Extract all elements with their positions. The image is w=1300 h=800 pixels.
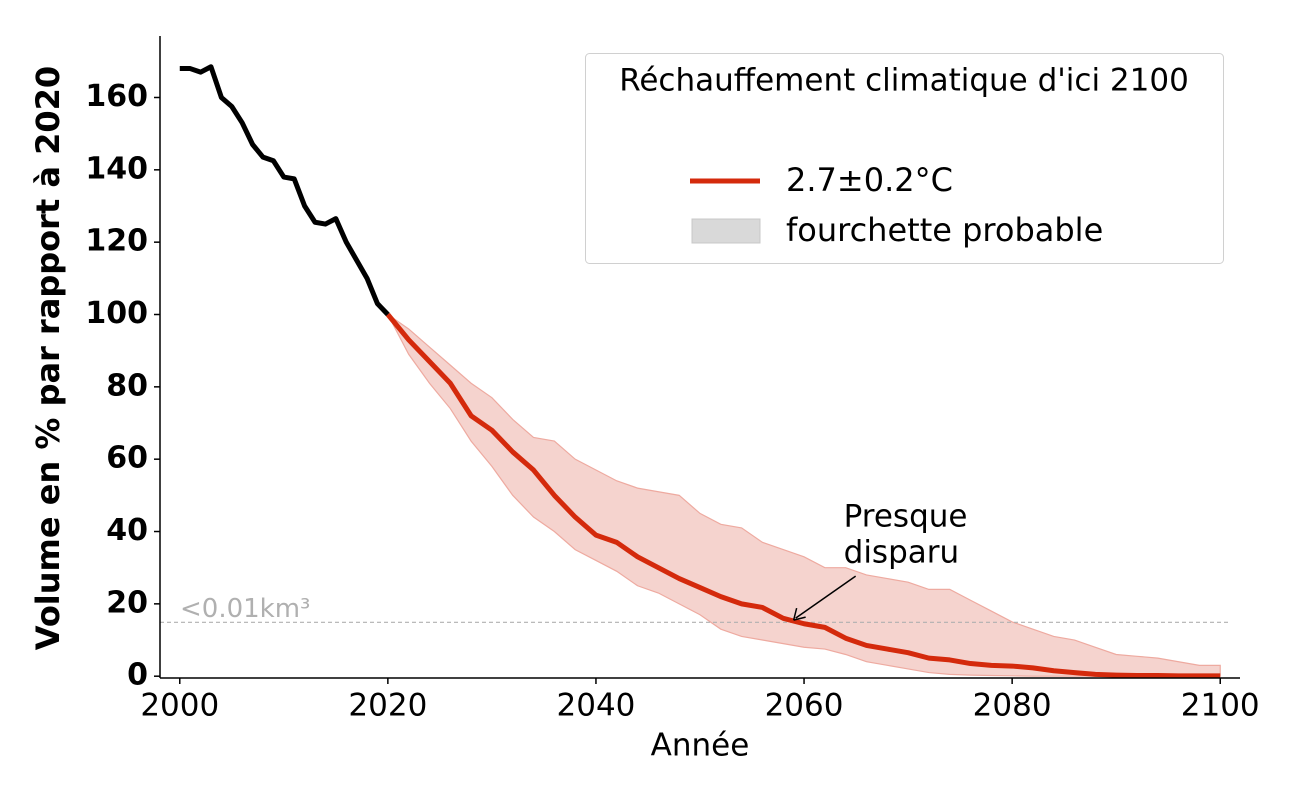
annotation-arrow	[795, 575, 857, 619]
legend-label: 2.7±0.2°C	[786, 161, 953, 199]
y-tick-label: 40	[106, 513, 148, 548]
y-tick-label: 20	[106, 585, 148, 620]
x-tick-label: 2000	[140, 688, 219, 724]
legend-patch	[691, 218, 761, 244]
x-tick-label: 2060	[765, 688, 844, 724]
y-tick-label: 160	[85, 79, 148, 114]
y-tick-label: 100	[85, 296, 148, 331]
threshold-label: <0.01km³	[180, 594, 310, 624]
x-tick-label: 2020	[348, 688, 427, 724]
legend-box	[585, 53, 1224, 264]
y-tick-label: 140	[85, 151, 148, 186]
annotation-text: disparu	[844, 535, 960, 571]
data-line	[179, 64, 390, 317]
y-tick-label: 120	[85, 224, 148, 259]
legend-title: Réchauffement climatique d'ici 2100	[619, 63, 1189, 99]
data-line	[385, 312, 1221, 679]
x-tick-label: 2040	[557, 688, 636, 724]
annotation-text: Presque	[844, 499, 968, 535]
legend-label: fourchette probable	[786, 211, 1103, 249]
y-axis-label: Volume en % par rapport à 2020	[29, 66, 67, 650]
y-tick-label: 80	[106, 368, 148, 403]
annotation-arrowhead	[792, 607, 806, 621]
y-tick-label: 60	[106, 441, 148, 476]
x-tick-label: 2080	[973, 688, 1052, 724]
x-axis-label: Année	[651, 728, 750, 764]
x-tick-label: 2100	[1181, 688, 1260, 724]
y-tick-label: 0	[127, 658, 148, 693]
